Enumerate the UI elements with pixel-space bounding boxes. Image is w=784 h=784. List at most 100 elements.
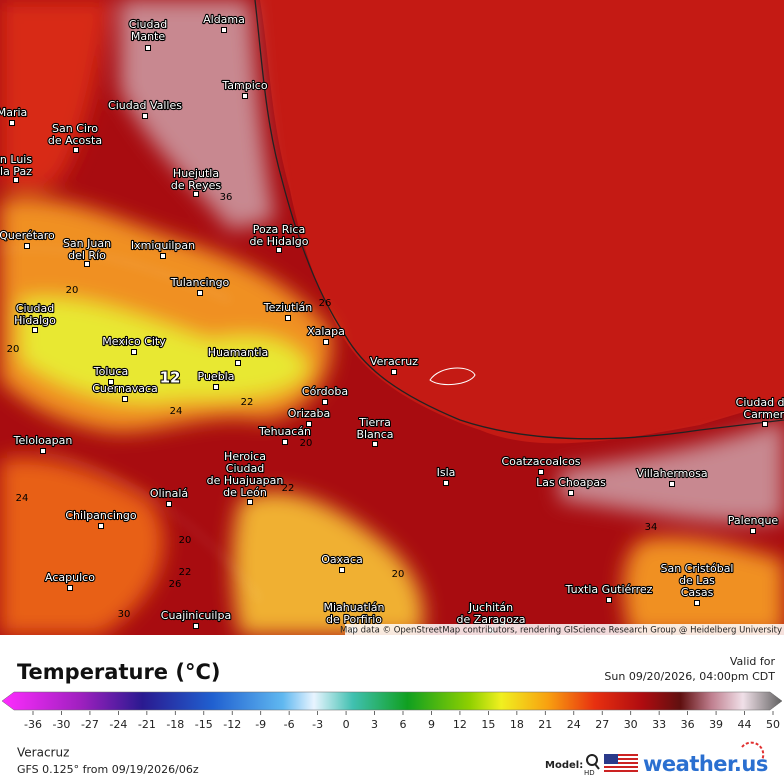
coastline xyxy=(254,0,784,440)
city-label: Ciudad del xyxy=(736,396,784,409)
city-marker xyxy=(247,499,253,505)
scale-tick-label: -15 xyxy=(195,718,213,731)
city-label: Acapulco xyxy=(45,571,95,584)
city-label: de Huajuapan xyxy=(207,474,284,487)
city-marker xyxy=(285,315,291,321)
color-scale xyxy=(1,691,783,711)
city-marker xyxy=(13,177,19,183)
city-label: Huamantla xyxy=(208,346,269,359)
city-marker xyxy=(142,113,148,119)
contour-label: 36 xyxy=(220,192,233,203)
scale-tick-label: 18 xyxy=(510,718,524,731)
contour-label: 20 xyxy=(179,535,192,546)
attribution-bg xyxy=(345,624,784,635)
magnifier-handle xyxy=(594,763,600,770)
city-label: la Paz xyxy=(0,165,32,178)
city-label: Veracruz xyxy=(370,355,418,368)
hd: HD xyxy=(584,769,595,777)
contour-label: 20 xyxy=(300,438,313,449)
city-marker xyxy=(568,490,574,496)
city-label: Tampico xyxy=(221,79,267,92)
city-label: Hidalgo xyxy=(14,314,56,327)
city-label: Toluca xyxy=(93,365,128,378)
valid-time: Sun 09/20/2026, 04:00pm CDT xyxy=(604,670,775,683)
city-marker xyxy=(24,243,30,249)
legend-title: Temperature (°C) xyxy=(17,660,220,684)
city-label: de Las xyxy=(679,574,715,587)
scale-tick-label: -6 xyxy=(284,718,295,731)
city-label: Aldama xyxy=(203,13,245,26)
city-label: Casas xyxy=(681,586,714,599)
scale-tick-label: -3 xyxy=(312,718,323,731)
city-label: Oaxaca xyxy=(321,553,362,566)
contour-label: 22 xyxy=(179,567,192,578)
city-label: San Ciro xyxy=(52,122,98,135)
city-marker xyxy=(606,597,612,603)
contour-label: 20 xyxy=(66,285,79,296)
city-label: Maria xyxy=(0,106,27,119)
city-label: del Río xyxy=(68,249,106,262)
city-marker xyxy=(145,45,151,51)
city-marker xyxy=(443,480,449,486)
city-label: Cuernavaca xyxy=(92,382,158,395)
city-label: Huejutla xyxy=(173,167,219,180)
contour-label: 26 xyxy=(169,579,182,590)
scale-tick-label: 39 xyxy=(709,718,723,731)
city-marker xyxy=(32,327,38,333)
city-marker xyxy=(108,379,114,385)
scale-tick-label: 33 xyxy=(652,718,666,731)
city-label: Mante xyxy=(131,30,166,43)
valid-label: Valid for xyxy=(730,655,776,668)
city-label: Palenque xyxy=(728,514,779,527)
city-marker xyxy=(276,247,282,253)
scale-tick-label: -21 xyxy=(138,718,156,731)
city-label: Querétaro xyxy=(0,229,55,242)
city-label: Tehuacán xyxy=(258,425,311,438)
contour-label: 22 xyxy=(241,397,254,408)
contour-label: 24 xyxy=(16,493,29,504)
city-marker xyxy=(538,469,544,475)
city-marker xyxy=(131,349,137,355)
city-label: Teziutlán xyxy=(263,301,313,314)
city-label: Ciudad xyxy=(16,302,54,315)
model-run: GFS 0.125° from 09/19/2026/06z xyxy=(17,763,199,776)
city-marker xyxy=(323,339,329,345)
city-marker xyxy=(235,360,241,366)
scale-tick-label: -9 xyxy=(255,718,266,731)
city-marker xyxy=(98,523,104,529)
scale-tick-label: 36 xyxy=(681,718,695,731)
scale-tick-label: 27 xyxy=(595,718,609,731)
brand[interactable]: weather.us xyxy=(643,752,768,776)
scale-tick-label: -27 xyxy=(81,718,99,731)
scale-tick-label: -30 xyxy=(52,718,70,731)
city-label: de Porfirio xyxy=(326,613,382,626)
city-label: Heroica xyxy=(224,450,266,463)
scale-tick-label: -24 xyxy=(109,718,127,731)
contour-label: 30 xyxy=(118,609,131,620)
city-label: Tulancingo xyxy=(170,276,230,289)
city-marker xyxy=(160,253,166,259)
city-label: Isla xyxy=(437,466,456,479)
city-label: Xalapa xyxy=(307,325,345,338)
city-label: San Cristóbal xyxy=(660,562,733,575)
contour-label: 20 xyxy=(7,344,20,355)
city-marker xyxy=(750,528,756,534)
city-label: Mexico City xyxy=(102,335,166,348)
city-label: de Reyes xyxy=(171,179,221,192)
city-label: Tierra xyxy=(358,416,391,429)
city-label: Miahuatlán xyxy=(323,601,384,614)
city-marker xyxy=(391,369,397,375)
map xyxy=(0,0,784,635)
city-label: de León xyxy=(223,486,267,499)
city-label: de Acosta xyxy=(48,134,102,147)
city-marker xyxy=(322,399,328,405)
city-marker xyxy=(122,396,128,402)
city-marker xyxy=(221,27,227,33)
city-marker xyxy=(193,623,199,629)
city-label: Córdoba xyxy=(302,385,348,398)
city-label: Cuajinicuilpa xyxy=(161,609,231,622)
scale-tick-label: 3 xyxy=(371,718,378,731)
city-marker xyxy=(9,120,15,126)
scale-tick-label: 30 xyxy=(624,718,638,731)
